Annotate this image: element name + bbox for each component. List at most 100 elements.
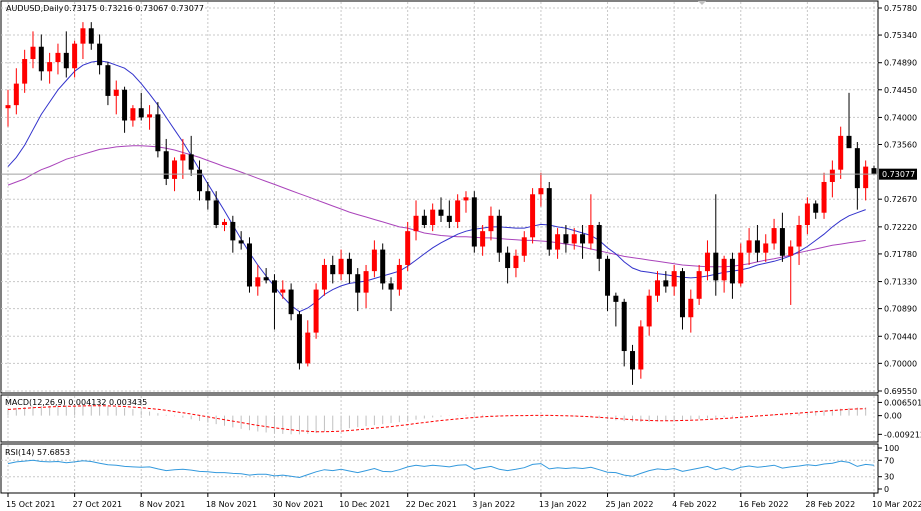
x-tick-label: 28 Feb 2022: [805, 500, 855, 509]
rsi-tick-label: 70: [884, 456, 894, 465]
candle-body: [480, 231, 486, 247]
candle-body: [113, 89, 119, 96]
candle-body: [396, 264, 402, 290]
candle-body: [72, 43, 78, 69]
candle-body: [446, 215, 452, 222]
candle-body: [588, 225, 594, 244]
candle-body: [421, 215, 427, 226]
candle-body: [296, 314, 302, 364]
candle-body: [205, 191, 211, 201]
candle-body: [355, 274, 361, 293]
price-tick-label: 0.71780: [884, 250, 917, 259]
rsi-layer: [7, 459, 875, 479]
candle-body: [738, 252, 744, 284]
candle-body: [122, 89, 128, 121]
x-tick-label: 16 Feb 2022: [739, 500, 789, 509]
candle-body: [38, 46, 44, 72]
candle-body: [813, 203, 819, 213]
macd-layer: [7, 405, 867, 435]
candle-body: [330, 264, 336, 275]
candle-body: [288, 289, 294, 315]
candle-body: [305, 332, 311, 364]
candle-body: [363, 271, 369, 293]
candle-body: [605, 258, 611, 296]
candle-body: [746, 240, 752, 253]
scroll-marker-icon[interactable]: [698, 1, 706, 5]
candle-body: [505, 252, 511, 269]
candle-body: [180, 154, 186, 161]
candle-body: [530, 194, 536, 238]
candle-body: [55, 52, 61, 63]
candle-body: [463, 197, 469, 201]
x-tick-label: 15 Oct 2021: [6, 500, 55, 509]
rsi-line: [7, 459, 875, 479]
candle-body: [829, 169, 835, 182]
candle-body: [521, 237, 527, 256]
candle-body: [754, 240, 760, 253]
price-tick-label: 0.74000: [884, 113, 917, 122]
candle-body: [238, 240, 244, 244]
macd-tick-label: -0.009212: [884, 430, 921, 439]
candle-body: [346, 258, 352, 275]
candle-body: [155, 114, 161, 152]
candle-body: [455, 200, 461, 222]
macd-axis: 0.006501 0.00 -0.009212: [878, 398, 921, 439]
price-axis: 0.75780 0.75340 0.74890 0.74450 0.74000 0.735…: [878, 4, 917, 396]
rsi-panel-frame: [0, 443, 879, 494]
candle-body: [47, 62, 53, 72]
x-tick-label: 13 Jan 2022: [539, 500, 587, 509]
candle-body: [838, 135, 844, 170]
candle-body: [413, 215, 419, 232]
candle-body: [88, 28, 94, 44]
ohlc-readout: 0.73175 0.73216 0.73067 0.73077: [64, 4, 204, 13]
candle-body: [788, 246, 794, 256]
candle-body: [571, 234, 577, 244]
candle-body: [546, 188, 552, 250]
candle-body: [846, 135, 852, 149]
macd-tick-label: 0.006501: [884, 398, 921, 407]
price-tick-label: 0.71330: [884, 278, 917, 287]
candle-body: [679, 271, 685, 318]
candle-body: [713, 252, 719, 281]
rsi-tick-label: 0: [884, 485, 889, 494]
candle-body: [563, 234, 569, 244]
candle-body: [163, 151, 169, 179]
candle-body: [613, 295, 619, 302]
candle-body: [630, 351, 636, 370]
candle-body: [471, 197, 477, 247]
candle-body: [771, 228, 777, 244]
candle-body: [97, 43, 103, 66]
candle-body: [263, 277, 269, 281]
candle-body: [863, 166, 869, 189]
candle-body: [280, 289, 286, 293]
candle-body: [105, 65, 111, 96]
candle-body: [130, 108, 136, 121]
candle-body: [313, 289, 319, 333]
candle-body: [488, 215, 494, 232]
price-tick-label: 0.75340: [884, 31, 917, 40]
price-tick-label: 0.72670: [884, 195, 917, 204]
x-tick-label: 25 Jan 2022: [606, 500, 654, 509]
candle-body: [804, 203, 810, 226]
candle-body: [796, 225, 802, 247]
last-price-box: [879, 168, 917, 180]
candle-body: [721, 258, 727, 281]
candle-body: [580, 234, 586, 244]
candle-body: [688, 298, 694, 318]
x-tick-label: 8 Nov 2021: [139, 500, 185, 509]
candle-body: [246, 243, 252, 287]
candle-body: [538, 188, 544, 195]
candle-body: [22, 59, 28, 84]
rsi-axis: 100 70 30 0: [878, 444, 899, 494]
candle-body: [438, 209, 444, 216]
price-tick-label: 0.70440: [884, 332, 917, 341]
x-tick-label: 10 Mar 2022: [872, 500, 921, 509]
candle-body: [663, 280, 669, 287]
candle-body: [638, 326, 644, 370]
candle-body: [779, 228, 785, 256]
candle-body: [30, 46, 36, 60]
price-tick-label: 0.74890: [884, 59, 917, 68]
candle-body: [213, 200, 219, 226]
price-tick-label: 0.73560: [884, 140, 917, 149]
